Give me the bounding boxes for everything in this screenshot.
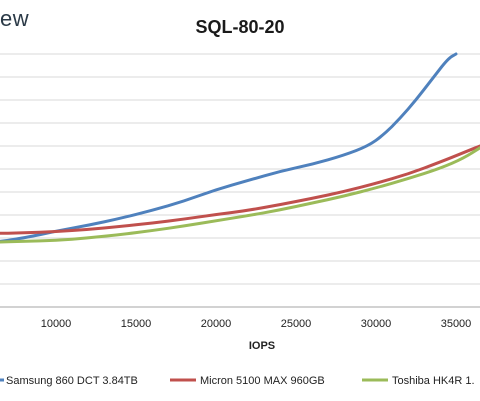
x-tick-label: 10000	[41, 318, 72, 330]
gridlines	[0, 53, 480, 308]
series-line-1	[0, 52, 458, 243]
x-tick-label: 20000	[201, 318, 232, 330]
x-tick-label: 25000	[281, 318, 312, 330]
x-axis-label: IOPS	[249, 340, 275, 352]
chart-title: SQL-80-20	[195, 17, 284, 37]
series-lines	[0, 52, 480, 244]
x-tick-label: 30000	[361, 318, 392, 330]
legend-label-3: Toshiba HK4R 1.	[392, 375, 475, 387]
legend: Samsung 860 DCT 3.84TB Micron 5100 MAX 96…	[0, 375, 475, 387]
series-line-3	[0, 146, 480, 244]
legend-label-1: Samsung 860 DCT 3.84TB	[6, 375, 138, 387]
x-tick-label: 35000	[441, 318, 472, 330]
brand-logo-text: ew	[0, 6, 30, 31]
series-line-2	[0, 144, 480, 235]
legend-label-2: Micron 5100 MAX 960GB	[200, 375, 325, 387]
x-tick-label: 15000	[121, 318, 152, 330]
x-axis-ticks: 10000 15000 20000 25000 30000 35000	[41, 318, 472, 330]
